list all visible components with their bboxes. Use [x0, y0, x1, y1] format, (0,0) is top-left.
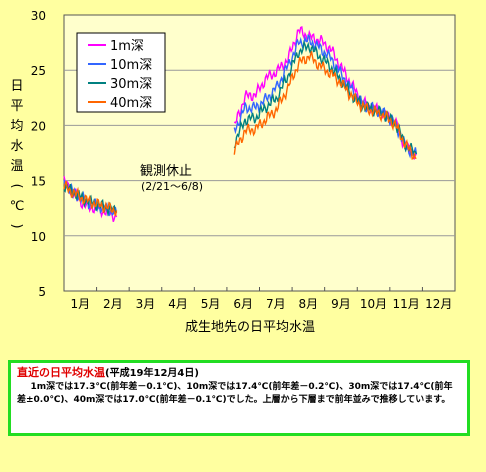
y-tick-label: 25	[31, 64, 46, 78]
legend-label: 1m深	[110, 39, 144, 54]
series-line	[233, 51, 417, 160]
note-heading: 直近の日平均水温	[17, 366, 105, 379]
x-tick-label: 6月	[233, 297, 253, 311]
x-tick-label: 1月	[70, 297, 90, 311]
y-axis-label-char: 水	[10, 139, 23, 154]
y-axis-label-char: 日	[10, 79, 23, 94]
x-tick-label: 11月	[392, 297, 419, 311]
y-tick-label: 15	[31, 175, 46, 189]
recent-temperature-note: 直近の日平均水温(平成19年12月4日) 1m深では17.3℃(前年差－0.1℃…	[8, 360, 470, 436]
legend-label: 40m深	[110, 96, 152, 111]
x-tick-label: 2月	[103, 297, 123, 311]
x-tick-label: 7月	[266, 297, 286, 311]
series-line	[63, 180, 118, 217]
y-tick-label: 20	[31, 119, 46, 133]
x-ticks: 1月 2月 3月 4月 5月 6月 7月 8月 9月 10月 11月 12月	[70, 287, 456, 311]
y-axis-label-char: )	[9, 223, 24, 228]
y-axis-label-char: 温	[10, 159, 23, 174]
x-tick-label: 4月	[168, 297, 188, 311]
y-axis-label-char: 平	[10, 99, 23, 114]
x-tick-label: 12月	[425, 297, 452, 311]
series-line	[233, 39, 418, 157]
y-tick-label: 5	[38, 285, 46, 299]
annotation-main: 観測休止	[140, 164, 192, 179]
y-ticks: 5 10 15 20 25 30	[31, 9, 46, 299]
x-tick-label: 9月	[331, 297, 351, 311]
annotation-sub: (2/21～6/8)	[141, 180, 203, 193]
legend-label: 30m深	[110, 77, 152, 92]
x-tick-label: 10月	[360, 297, 387, 311]
y-tick-label: 30	[31, 9, 46, 23]
x-tick-label: 8月	[299, 297, 319, 311]
note-date: (平成19年12月4日)	[105, 368, 199, 379]
series-layer	[63, 25, 418, 223]
x-tick-label: 5月	[201, 297, 221, 311]
y-axis-label: 日平均水温 ( ℃)	[9, 79, 24, 229]
x-tick-label: 3月	[136, 297, 156, 311]
note-body: 1m深では17.3℃(前年差－0.1℃)、10m深では17.4℃(前年差－0.2…	[17, 382, 453, 405]
legend-label: 10m深	[110, 58, 152, 73]
x-axis-label: 成生地先の日平均水温	[185, 320, 315, 335]
y-axis-label-char: 均	[10, 119, 23, 134]
gridlines	[64, 69, 455, 237]
y-axis-label-char: ℃	[10, 199, 25, 214]
legend: 1m深 10m深 30m深 40m深	[76, 32, 166, 113]
y-axis-label-char: (	[9, 183, 24, 188]
y-tick-label: 10	[31, 230, 46, 244]
